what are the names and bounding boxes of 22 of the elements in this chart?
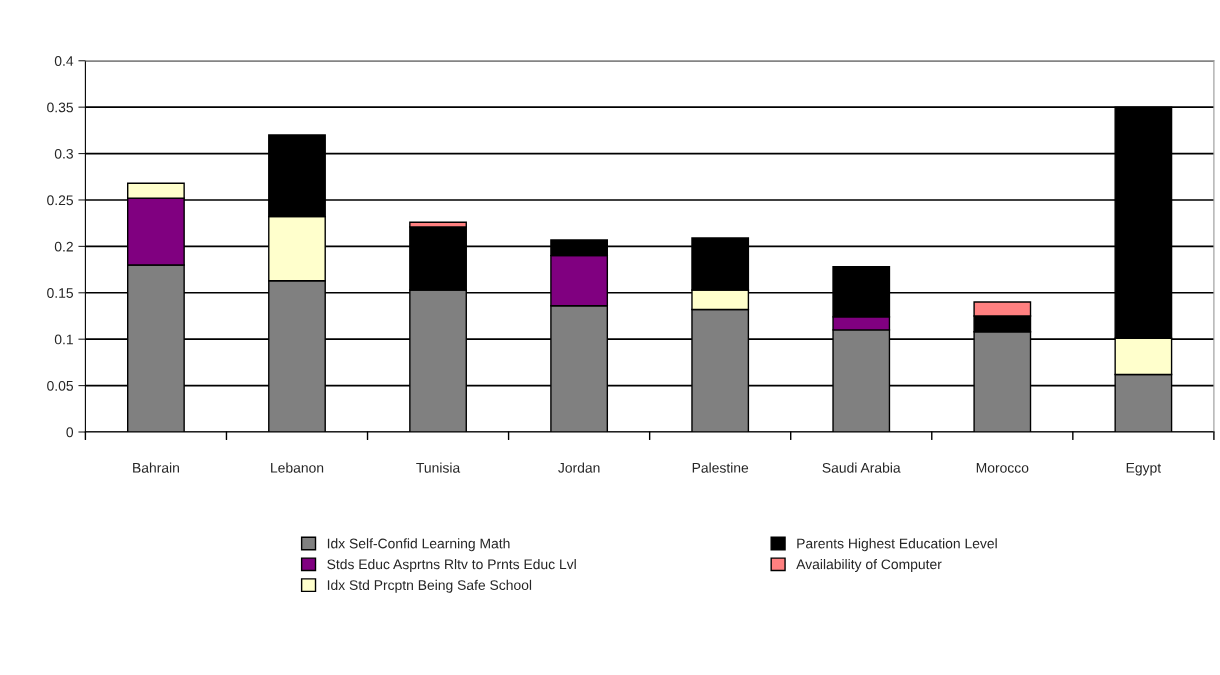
- x-tick-label: Jordan: [558, 462, 600, 473]
- legend-label: Stds Educ Asprtns Rltv to Prnts Educ Lvl: [327, 559, 576, 572]
- y-tick-label: 0.15: [47, 288, 74, 298]
- x-tick-label: Palestine: [692, 462, 749, 473]
- y-tick-label: 0.3: [54, 148, 73, 159]
- legend-label: Availability of Computer: [796, 559, 942, 572]
- x-tick-label: Tunisia: [416, 462, 461, 473]
- legend-label: Parents Highest Education Level: [797, 538, 997, 552]
- legend-label: Idx Std Prcptn Being Safe School: [327, 579, 532, 593]
- x-tick-label: Lebanon: [271, 462, 324, 473]
- x-tick-label: Egypt: [1126, 463, 1162, 476]
- y-tick-label: 0: [66, 427, 74, 438]
- y-tick-label: 0.1: [54, 334, 73, 345]
- y-tick-label: 0.4: [54, 56, 74, 66]
- y-tick-label: 0.35: [47, 102, 74, 113]
- x-tick-label: Saudi Arabia: [822, 462, 901, 473]
- y-tick-label: 0.05: [47, 380, 74, 391]
- x-tick-label: Bahrain: [133, 462, 179, 473]
- legend-label: Idx Self-Confid Learning Math: [327, 538, 510, 552]
- y-tick-label: 0.2: [54, 241, 73, 252]
- x-tick-label: Morocco: [976, 463, 1029, 473]
- y-tick-label: 0.25: [47, 195, 74, 206]
